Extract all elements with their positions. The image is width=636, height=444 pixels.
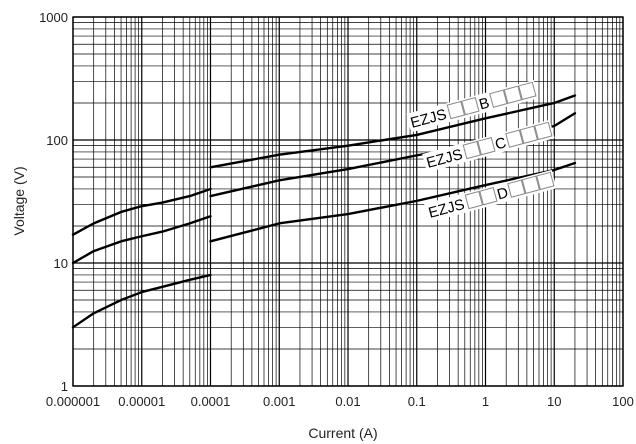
grid xyxy=(72,16,624,387)
placeholder-box xyxy=(503,85,523,104)
y-tick-label: 10 xyxy=(54,256,68,271)
plot-frame xyxy=(72,16,624,387)
y-tick-label: 1000 xyxy=(39,10,68,25)
x-tick-label: 0.01 xyxy=(335,394,360,409)
series-line-ezjsb-segment-2 xyxy=(209,94,577,169)
placeholder-box xyxy=(461,96,480,116)
placeholder-box xyxy=(464,190,484,210)
placeholder-box xyxy=(462,140,482,160)
x-tick-label: 0.00001 xyxy=(118,394,165,409)
series-label-d: EZJS D xyxy=(424,169,557,223)
series-label-c: EZJS C xyxy=(422,119,555,173)
series-line-ezjsd-segment-2 xyxy=(209,161,577,243)
y-axis-title: Voltage (V) xyxy=(11,166,27,235)
x-tick-label: 0.000001 xyxy=(46,394,100,409)
placeholder-box xyxy=(477,136,496,156)
series-line-ezjsc-segment-2 xyxy=(209,112,577,198)
series-line-ezjsc-segment-1 xyxy=(71,215,212,265)
placeholder-box xyxy=(521,175,541,194)
series-lines xyxy=(71,94,577,329)
label-code: C xyxy=(493,134,508,153)
label-prefix: EZJS xyxy=(427,196,467,222)
placeholder-box xyxy=(518,81,537,101)
placeholder-box xyxy=(505,129,524,148)
y-tick-label: 1 xyxy=(61,379,68,394)
x-tick-label: 0.1 xyxy=(408,394,426,409)
x-tick-label: 100 xyxy=(612,394,634,409)
series-line-ezjsb-segment-1 xyxy=(71,187,212,236)
placeholder-box xyxy=(536,171,555,191)
series-line-ezjsd-segment-1 xyxy=(71,273,212,329)
y-tick-label: 100 xyxy=(46,133,68,148)
placeholder-box xyxy=(489,89,508,108)
label-code: D xyxy=(495,184,510,203)
placeholder-box xyxy=(519,125,539,144)
x-axis-title: Current (A) xyxy=(308,425,377,441)
placeholder-box xyxy=(479,186,498,206)
label-code: B xyxy=(477,94,491,113)
label-prefix: EZJS xyxy=(425,146,465,172)
x-tick-label: 0.0001 xyxy=(191,394,231,409)
placeholder-box xyxy=(534,121,553,141)
x-tick-label: 1 xyxy=(482,394,489,409)
x-tick-label: 10 xyxy=(547,394,561,409)
tick-labels: 0.000001 0.00001 0.0001 0.001 0.01 0.1 1 10 100 1… xyxy=(39,10,634,409)
placeholder-box xyxy=(446,100,466,120)
x-tick-label: 0.001 xyxy=(263,394,296,409)
placeholder-box xyxy=(507,179,526,198)
